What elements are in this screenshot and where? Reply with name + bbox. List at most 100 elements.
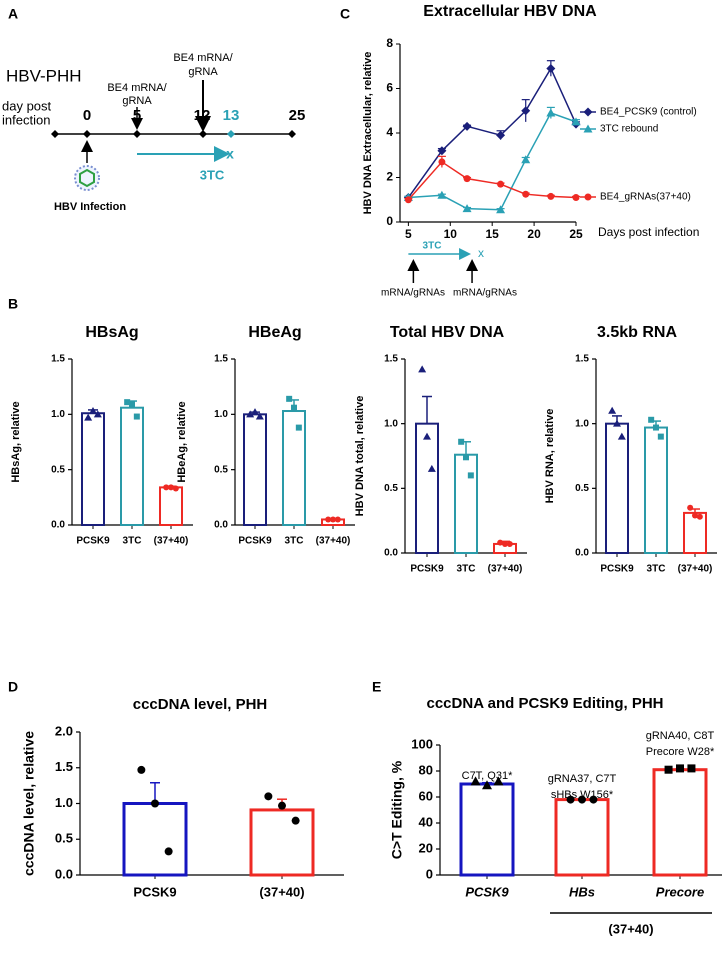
y-tick-label: 0.5 bbox=[575, 483, 589, 494]
bar bbox=[122, 802, 188, 877]
point bbox=[482, 780, 492, 790]
point bbox=[546, 63, 556, 73]
point bbox=[496, 205, 506, 214]
point bbox=[497, 180, 505, 188]
x-tick-label: HBs bbox=[569, 884, 595, 899]
y-tick-label: 0.5 bbox=[55, 831, 73, 846]
x-tick-label: (37+40) bbox=[154, 536, 189, 547]
point bbox=[522, 190, 530, 198]
y-tick-label: 2.0 bbox=[55, 723, 73, 738]
x-tick-label: (37+40) bbox=[259, 884, 304, 899]
point bbox=[437, 190, 447, 199]
y-tick-label: 1.0 bbox=[384, 418, 398, 429]
y-tick-label: 0 bbox=[426, 866, 433, 881]
y-tick-label: 1.0 bbox=[575, 418, 589, 429]
x-tick-label: (37+40) bbox=[316, 536, 351, 547]
point bbox=[497, 539, 504, 546]
point bbox=[133, 413, 140, 420]
stop-mark: x bbox=[478, 246, 484, 260]
legend-label: BE4_PCSK9 (control) bbox=[600, 107, 697, 118]
bar bbox=[683, 511, 707, 555]
chart-title: cccDNA and PCSK9 Editing, PHH bbox=[427, 695, 664, 712]
y-axis-label: C>T Editing, % bbox=[389, 760, 405, 859]
x-tick-label: 5 bbox=[405, 227, 412, 241]
drug-label: 3TC bbox=[200, 167, 225, 182]
legend-label: 3TC rebound bbox=[600, 124, 658, 135]
point bbox=[617, 432, 626, 440]
x-tick-label: 3TC bbox=[647, 564, 666, 575]
x-tick-label: 20 bbox=[527, 227, 541, 241]
point bbox=[251, 408, 259, 416]
x-tick-label: PCSK9 bbox=[410, 564, 444, 575]
bar bbox=[120, 406, 144, 526]
y-axis-label: HBsAg, relative bbox=[10, 401, 22, 482]
point bbox=[502, 540, 508, 547]
point bbox=[692, 512, 698, 519]
series-line bbox=[407, 66, 577, 198]
legend-marker bbox=[583, 124, 593, 133]
x-tick-label: 10 bbox=[444, 227, 458, 241]
legend-marker bbox=[583, 107, 593, 117]
point bbox=[462, 204, 472, 213]
point bbox=[418, 365, 427, 373]
point bbox=[427, 464, 436, 472]
bar bbox=[81, 412, 105, 526]
point bbox=[547, 192, 555, 200]
point bbox=[521, 106, 531, 116]
point bbox=[463, 454, 469, 461]
x-tick-label: PCSK9 bbox=[238, 536, 272, 547]
point bbox=[506, 540, 513, 547]
panel-label: D bbox=[8, 679, 18, 695]
y-tick-label: 1.0 bbox=[214, 409, 228, 420]
day: 13 bbox=[223, 107, 240, 124]
point bbox=[255, 412, 264, 420]
point bbox=[571, 117, 581, 126]
timeline: HBV-PHH day post infection 0 5 12 13 25 … bbox=[2, 52, 305, 213]
chart-title: HBeAg bbox=[248, 324, 301, 341]
y-tick-label: 60 bbox=[419, 788, 433, 803]
y-tick-label: 0.0 bbox=[51, 520, 65, 531]
point bbox=[566, 795, 575, 804]
dose-label: mRNA/gRNAs bbox=[381, 288, 445, 299]
x-tick-label: (37+40) bbox=[678, 564, 713, 575]
legend-label: BE4_gRNAs(37+40) bbox=[600, 192, 691, 203]
x-tick-label: 3TC bbox=[285, 536, 304, 547]
y-tick-label: 0.5 bbox=[51, 464, 65, 475]
y-axis-label: HBV DNA total, relative bbox=[354, 396, 366, 517]
x-tick-label: PCSK9 bbox=[76, 536, 110, 547]
x-tick-label: 15 bbox=[486, 227, 500, 241]
y-tick-label: 100 bbox=[411, 736, 433, 751]
bar bbox=[243, 413, 267, 527]
y-tick-label: 0.0 bbox=[575, 548, 589, 559]
y-tick-label: 1.5 bbox=[575, 354, 589, 365]
y-tick-label: 0.0 bbox=[55, 866, 73, 881]
point bbox=[437, 146, 447, 156]
point bbox=[463, 175, 471, 183]
bar bbox=[159, 486, 183, 526]
y-tick-label: 20 bbox=[419, 840, 433, 855]
point bbox=[423, 432, 431, 440]
point bbox=[325, 516, 332, 523]
point bbox=[295, 424, 302, 431]
annotation: Precore W28* bbox=[646, 746, 715, 758]
point bbox=[546, 108, 556, 117]
chart-title: Extracellular HBV DNA bbox=[423, 3, 597, 20]
point bbox=[93, 410, 102, 418]
point bbox=[172, 485, 179, 492]
chart-title: cccDNA level, PHH bbox=[133, 696, 268, 713]
x-tick-label: 3TC bbox=[123, 536, 142, 547]
point bbox=[653, 424, 659, 431]
y-tick-label: 0.0 bbox=[214, 520, 228, 531]
x-axis-label: Days post infection bbox=[598, 225, 699, 239]
point bbox=[330, 516, 336, 523]
point bbox=[84, 413, 93, 421]
treatment: gRNA bbox=[188, 66, 218, 78]
point bbox=[458, 438, 465, 445]
annotation: C7T, Q31* bbox=[462, 770, 513, 782]
panel-label: B bbox=[8, 296, 18, 312]
drug-label: 3TC bbox=[423, 241, 442, 252]
day-label: infection bbox=[2, 112, 50, 127]
x-tick-label: 25 bbox=[569, 227, 583, 241]
point bbox=[163, 484, 170, 491]
x-tick-label: PCSK9 bbox=[465, 884, 509, 899]
